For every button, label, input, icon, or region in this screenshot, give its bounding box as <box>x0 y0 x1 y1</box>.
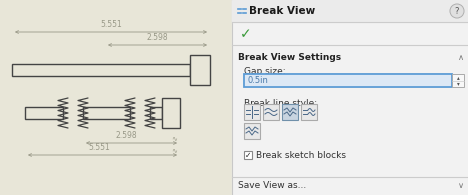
Bar <box>25 107 63 119</box>
Bar <box>244 74 452 87</box>
Bar <box>263 104 279 120</box>
Bar <box>190 55 210 85</box>
Bar <box>150 107 162 119</box>
Text: ▴: ▴ <box>457 75 460 80</box>
Bar <box>83 107 130 119</box>
Bar <box>245 75 451 86</box>
Circle shape <box>450 4 464 18</box>
Bar <box>232 0 468 195</box>
Text: Save View as...: Save View as... <box>238 182 306 191</box>
Bar <box>238 6 246 16</box>
Text: ∧: ∧ <box>458 52 464 61</box>
Text: ✓: ✓ <box>240 27 252 41</box>
Bar <box>162 98 180 128</box>
Bar <box>244 151 252 159</box>
Text: ✓: ✓ <box>245 151 251 160</box>
Bar <box>232 0 468 22</box>
Bar <box>244 104 260 120</box>
Text: Gap size:: Gap size: <box>244 67 285 76</box>
Text: Break sketch blocks: Break sketch blocks <box>256 151 346 160</box>
Bar <box>282 104 298 120</box>
Text: Break View Settings: Break View Settings <box>238 52 341 61</box>
Bar <box>0 0 232 195</box>
Text: ∿: ∿ <box>171 147 177 153</box>
Text: Break View: Break View <box>249 6 315 16</box>
Text: ▾: ▾ <box>457 81 460 86</box>
Bar <box>244 123 260 139</box>
Text: Break line style:: Break line style: <box>244 98 317 107</box>
Text: 2.598: 2.598 <box>116 131 137 140</box>
Text: 0.5in: 0.5in <box>248 76 269 85</box>
Text: ?: ? <box>455 6 459 15</box>
Bar <box>452 74 464 87</box>
Text: ∿: ∿ <box>171 135 177 141</box>
Text: 5.551: 5.551 <box>100 20 122 29</box>
Text: 2.598: 2.598 <box>146 33 168 42</box>
Bar <box>12 64 190 76</box>
Bar <box>301 104 317 120</box>
Text: 5.551: 5.551 <box>88 143 110 152</box>
Text: ∨: ∨ <box>458 182 464 191</box>
